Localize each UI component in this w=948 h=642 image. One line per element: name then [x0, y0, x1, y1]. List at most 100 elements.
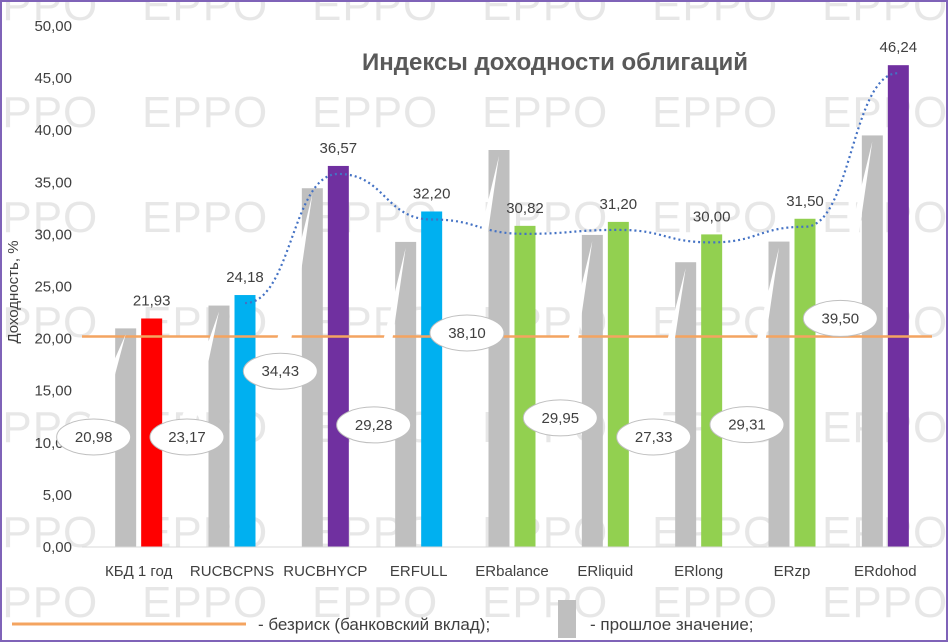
x-tick-label: ERdohod [854, 563, 917, 580]
y-axis-label: Доходность, % [5, 240, 22, 343]
legend-prev-swatch [558, 600, 576, 638]
watermark-text: EPPO [652, 578, 778, 627]
bar-current [794, 218, 816, 547]
current-value-labels: 21,93 24,18 36,57 32,20 30,82 31,20 30,00 31,50… [133, 39, 917, 309]
x-tick-label: ERliquid [577, 563, 633, 580]
callout-pointer [85, 334, 126, 425]
bar-prev [861, 135, 883, 547]
callout-bubble [336, 406, 412, 444]
y-tick-label: 30,00 [34, 226, 72, 243]
watermark-text: EPPO [2, 578, 98, 627]
current-value-label: 31,20 [600, 196, 638, 213]
prev-value-label: 38,10 [448, 325, 486, 342]
watermark-text: EPPO [142, 88, 268, 137]
x-axis: КБД 1 год RUCBCPNS RUCBHYCP ERFULL ERbalance… [82, 546, 932, 580]
y-tick-label: 20,00 [34, 331, 72, 348]
prev-value-label: 29,28 [355, 417, 393, 434]
callout-bubble [242, 352, 318, 390]
callout-bubble [149, 418, 225, 456]
callout-pointer [272, 194, 313, 360]
bar-current [421, 211, 443, 547]
watermark-text: EPPO [312, 578, 438, 627]
watermark-text: EPPO [652, 193, 778, 242]
watermark-text: EPPO [822, 193, 946, 242]
y-tick-label: 25,00 [34, 279, 72, 296]
prev-value-label: 34,43 [262, 363, 300, 380]
callout-bubble [709, 406, 785, 444]
bar-prev [395, 241, 417, 547]
callout-pointer [739, 247, 779, 413]
callout-pointer [365, 247, 406, 413]
y-tick-label: 40,00 [34, 122, 72, 139]
y-tick-label: 15,00 [34, 383, 72, 400]
watermark-text: EPPO [2, 88, 98, 137]
watermark-text: EPPO [2, 508, 98, 557]
callout-pointer [459, 155, 499, 321]
callout-pointer [179, 311, 219, 425]
watermark-text: EPPO [142, 2, 268, 30]
current-value-label: 31,50 [786, 193, 824, 210]
watermark-text: EPPO [482, 2, 608, 30]
trendline-layer [244, 72, 899, 305]
prev-value-label: 29,95 [542, 410, 580, 427]
callout-bubble [522, 399, 598, 437]
x-tick-label: RUCBHYCP [283, 563, 367, 580]
legend: - безриск (банковский вклад); - прошлое … [12, 600, 754, 638]
watermark-text: EPPO [142, 193, 268, 242]
y-axis: 0,005,0010,0015,0020,0025,0030,0035,0040… [34, 18, 72, 556]
bar-current [887, 65, 909, 547]
watermark-text: EPPO [2, 2, 98, 30]
y-tick-label: 50,00 [34, 18, 72, 35]
prev-value-label: 29,31 [728, 417, 766, 434]
watermark-text: EPPO [2, 298, 98, 347]
current-value-label: 46,24 [880, 39, 918, 56]
callout-pointer [645, 268, 686, 425]
x-tick-label: КБД 1 год [105, 563, 173, 580]
watermark-text: EPPO [822, 403, 946, 452]
y-tick-label: 0,00 [43, 539, 72, 556]
chart-title: Индексы доходности облигаций [362, 49, 748, 76]
bar-current [701, 234, 723, 547]
watermark-text: EPPO [822, 2, 946, 30]
current-value-label: 32,20 [413, 185, 451, 202]
prev-value-label: 27,33 [635, 429, 673, 446]
y-tick-label: 5,00 [43, 487, 72, 504]
current-value-label: 30,82 [506, 200, 544, 217]
x-tick-label: ERbalance [475, 563, 548, 580]
watermark-text: EPPO [482, 88, 608, 137]
watermark-text: EPPO [822, 508, 946, 557]
bar-prev [208, 305, 230, 547]
watermark-text: EPPO [652, 88, 778, 137]
watermark-text: EPPO [142, 578, 268, 627]
bar-prev [581, 234, 603, 547]
legend-riskfree-label: - безриск (банковский вклад); [258, 615, 490, 634]
watermark-text: EPPO [312, 2, 438, 30]
prev-value-label: 20,98 [75, 429, 113, 446]
bars-layer [115, 65, 909, 548]
prev-value-callouts: 20,98 23,17 34,43 29,28 38,10 29,95 27,33 29,31… [56, 141, 878, 456]
prev-value-label: 39,50 [822, 310, 860, 327]
legend-prev-label: - прошлое значение; [590, 615, 754, 634]
bar-current [327, 165, 349, 547]
bar-prev [768, 241, 790, 548]
current-value-label: 30,00 [693, 208, 731, 225]
current-value-label: 21,93 [133, 292, 171, 309]
watermark-text: EPPO [482, 578, 608, 627]
x-tick-label: ERlong [674, 563, 723, 580]
watermark-text: EPPO [312, 88, 438, 137]
prev-value-label: 23,17 [168, 429, 206, 446]
callout-bubble [56, 418, 132, 456]
watermark-text: EPPO [822, 578, 946, 627]
bar-current [514, 225, 536, 548]
x-tick-label: RUCBCPNS [190, 563, 274, 580]
watermark-text: EPPO [822, 88, 946, 137]
y-tick-label: 35,00 [34, 174, 72, 191]
callout-pointer [832, 141, 873, 307]
trend-line [244, 72, 899, 305]
callout-bubble [616, 418, 692, 456]
bar-prev [488, 149, 510, 548]
bar-prev [675, 262, 697, 547]
bar-current [607, 221, 629, 547]
